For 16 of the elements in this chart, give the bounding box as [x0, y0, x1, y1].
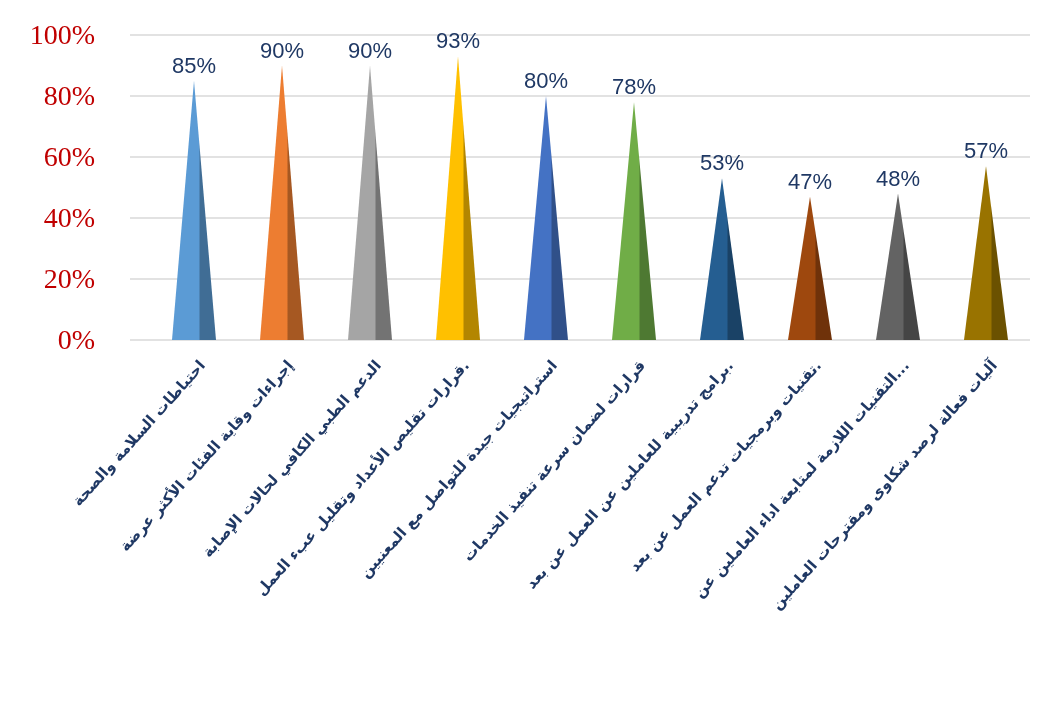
- data-label: 48%: [875, 165, 921, 191]
- y-tick-label: 0%: [57, 324, 95, 355]
- data-label: 78%: [611, 74, 657, 100]
- data-label: 47%: [787, 168, 833, 194]
- data-label: 90%: [259, 37, 305, 63]
- y-tick-label: 80%: [43, 80, 95, 111]
- data-label: 80%: [523, 68, 569, 93]
- data-label: 53%: [699, 150, 745, 176]
- y-tick-label: 20%: [43, 263, 95, 294]
- y-tick-label: 40%: [43, 202, 95, 233]
- y-tick-label: 100%: [29, 19, 95, 50]
- data-label: 93%: [435, 28, 481, 54]
- y-tick-label: 60%: [43, 141, 95, 172]
- data-label: 57%: [963, 138, 1009, 164]
- data-label: 85%: [171, 52, 217, 78]
- data-label: 90%: [347, 37, 393, 63]
